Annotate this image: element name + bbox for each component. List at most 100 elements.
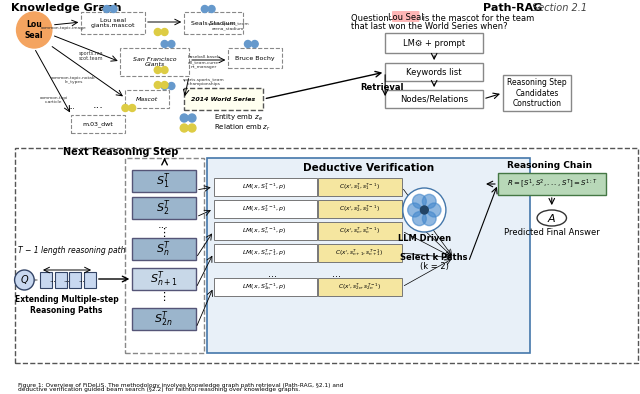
Circle shape	[180, 124, 188, 132]
Text: Knowledge Graph: Knowledge Graph	[12, 3, 122, 13]
Bar	[385, 63, 483, 81]
Text: Section 2.1: Section 2.1	[532, 3, 588, 13]
Text: $S_2^T$: $S_2^T$	[156, 198, 171, 218]
Text: Bruce Bochy: Bruce Bochy	[235, 56, 275, 61]
Bar	[132, 197, 196, 219]
Bar	[214, 244, 317, 262]
Text: common.topi
c.article: common.topi c.article	[40, 96, 68, 104]
Circle shape	[103, 6, 110, 13]
Bar	[132, 170, 196, 192]
Bar	[125, 158, 204, 353]
Text: m.03_dwt: m.03_dwt	[83, 121, 113, 127]
Circle shape	[413, 194, 426, 208]
Circle shape	[154, 82, 161, 89]
Circle shape	[161, 41, 168, 48]
Circle shape	[129, 104, 136, 112]
Bar	[385, 90, 483, 108]
Circle shape	[161, 82, 168, 89]
Text: ⋮: ⋮	[158, 292, 169, 302]
Circle shape	[420, 206, 428, 214]
Bar	[40, 272, 52, 288]
Text: $S_n^T$: $S_n^T$	[156, 239, 171, 259]
Bar	[84, 272, 96, 288]
Circle shape	[428, 203, 441, 217]
Text: ...: ...	[92, 100, 103, 110]
Bar	[214, 278, 317, 296]
Text: $R = [S^1, S^2,...,S^T] = S^{1:T}$: $R = [S^1, S^2,...,S^T] = S^{1:T}$	[506, 178, 597, 190]
Circle shape	[168, 82, 175, 89]
Bar	[72, 115, 125, 133]
Text: Reasoning Step
Candidates
Construction: Reasoning Step Candidates Construction	[508, 78, 567, 108]
Text: $LM(x,S_2^{T-1},p)$: $LM(x,S_2^{T-1},p)$	[243, 204, 287, 214]
Circle shape	[202, 6, 208, 13]
Bar	[132, 238, 196, 260]
Text: Reasoning Chain: Reasoning Chain	[508, 160, 593, 169]
Text: Next Reasoning Step: Next Reasoning Step	[63, 147, 178, 157]
Circle shape	[403, 188, 446, 232]
Bar	[120, 48, 189, 76]
Text: sports.sports_team
arena_stadium: sports.sports_team arena_stadium	[207, 22, 249, 30]
Text: ...: ...	[158, 220, 169, 230]
Bar	[319, 200, 402, 218]
Bar	[319, 178, 402, 196]
Text: $S_{2n}^T$: $S_{2n}^T$	[154, 309, 173, 329]
Bar	[184, 88, 262, 110]
Text: $C(x',s_{n+1}^T,s_{n+1}^{T-1})$: $C(x',s_{n+1}^T,s_{n+1}^{T-1})$	[335, 247, 384, 258]
Text: $S_1^T$: $S_1^T$	[156, 171, 171, 191]
Text: Retrieval: Retrieval	[360, 82, 404, 91]
Circle shape	[244, 41, 252, 48]
Text: ...: ...	[63, 277, 70, 283]
Bar	[385, 33, 483, 53]
Text: Mascot: Mascot	[136, 97, 158, 102]
Circle shape	[208, 6, 215, 13]
Text: Select k Paths: Select k Paths	[401, 253, 468, 262]
Bar	[70, 272, 81, 288]
Circle shape	[188, 124, 196, 132]
Text: sports.sports_team
.championships: sports.sports_team .championships	[183, 78, 225, 86]
Text: ...: ...	[68, 104, 75, 110]
Text: $LM(x,S_{2n}^{T-1},p)$: $LM(x,S_{2n}^{T-1},p)$	[243, 282, 287, 292]
FancyBboxPatch shape	[392, 11, 419, 22]
Text: ...: ...	[268, 269, 277, 279]
Text: Nodes/Relations: Nodes/Relations	[400, 95, 468, 104]
Text: Seals Stadium: Seals Stadium	[191, 20, 236, 26]
Bar	[503, 75, 572, 111]
Text: Lou Seal: Lou Seal	[388, 13, 424, 22]
Text: ...: ...	[49, 277, 56, 283]
Bar	[214, 222, 317, 240]
Bar	[132, 268, 196, 290]
Text: T − 1 length reasoning path: T − 1 length reasoning path	[18, 245, 125, 255]
Bar	[319, 278, 402, 296]
Circle shape	[408, 203, 421, 217]
Circle shape	[188, 114, 196, 122]
Bar	[125, 90, 170, 108]
Circle shape	[252, 41, 258, 48]
Text: common.topic.image: common.topic.image	[41, 26, 86, 30]
Bar	[214, 200, 317, 218]
Bar	[319, 244, 402, 262]
Text: deductive verification guided beam search (§2.2) for faithful reasoning over kno: deductive verification guided beam searc…	[17, 388, 300, 392]
Text: Relation emb $z_r$: Relation emb $z_r$	[214, 123, 270, 133]
Text: Lou seal
giants.mascot: Lou seal giants.mascot	[90, 18, 135, 28]
Circle shape	[161, 82, 168, 89]
Bar	[15, 148, 638, 363]
Text: $C(x',s_{2n}^T,s_{2n}^{T-1})$: $C(x',s_{2n}^T,s_{2n}^{T-1})$	[338, 282, 381, 292]
Circle shape	[17, 12, 52, 48]
Text: Path-RAG: Path-RAG	[483, 3, 543, 13]
Circle shape	[168, 41, 175, 48]
Text: common.topic.notab
le_types: common.topic.notab le_types	[51, 76, 96, 84]
Text: Deductive Verification: Deductive Verification	[303, 163, 434, 173]
Text: that last won the World Series when?: that last won the World Series when?	[351, 22, 508, 30]
Bar	[319, 222, 402, 240]
Circle shape	[122, 104, 129, 112]
Text: $C(x',s_n^T,s_n^{T-1})$: $C(x',s_n^T,s_n^{T-1})$	[339, 226, 380, 236]
Circle shape	[161, 67, 168, 74]
Text: LLM Driven: LLM Driven	[398, 234, 451, 242]
Text: $C(x',s_1^T,s_1^{T-1})$: $C(x',s_1^T,s_1^{T-1})$	[339, 182, 380, 192]
Bar	[228, 48, 282, 68]
Text: baseball.baseb
all_team.curre
nt_manager: baseball.baseb all_team.curre nt_manager	[188, 56, 220, 69]
Bar	[498, 173, 605, 195]
Bar	[55, 272, 67, 288]
Text: $LM(x,S_1^{T-1},p)$: $LM(x,S_1^{T-1},p)$	[243, 182, 287, 192]
Text: San Francisco
Giants: San Francisco Giants	[133, 57, 177, 67]
